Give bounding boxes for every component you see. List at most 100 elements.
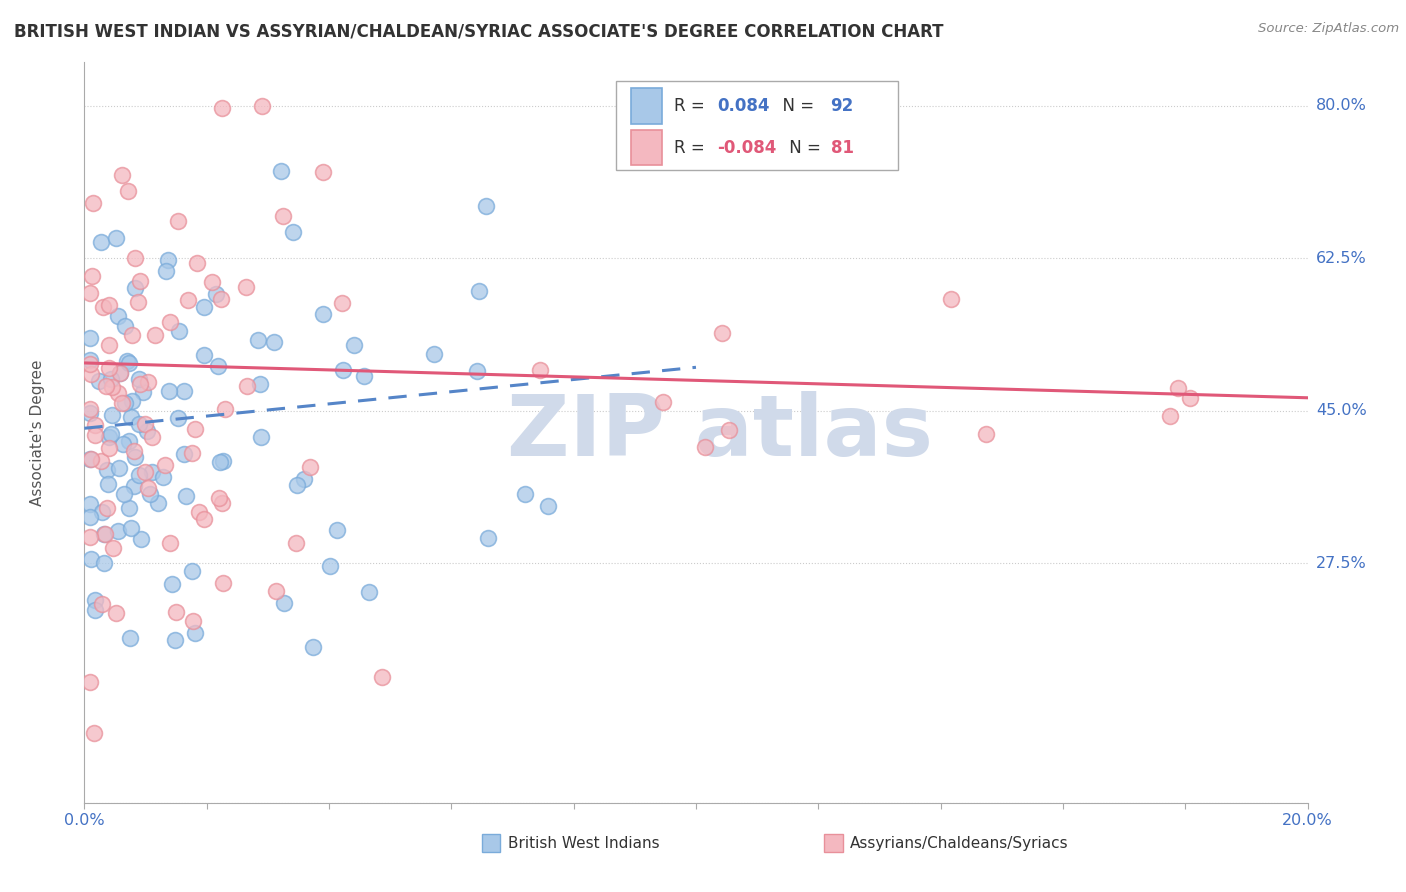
Point [184, 625, 207, 640]
Point [467, 285, 489, 299]
Point [155, 264, 177, 278]
Point [249, 376, 271, 391]
Point [211, 454, 233, 468]
Point [94, 527, 117, 541]
Point [97, 338, 120, 352]
Point [124, 280, 146, 294]
Point [281, 226, 304, 240]
Point [174, 489, 197, 503]
Point [94, 379, 117, 393]
Point [475, 199, 498, 213]
Point [201, 275, 224, 289]
Point [177, 293, 200, 307]
Point [117, 501, 139, 516]
Point [114, 396, 136, 410]
Point [515, 487, 537, 501]
Point [152, 470, 174, 484]
Point [96, 463, 118, 477]
Point [83, 726, 105, 740]
Point [108, 366, 131, 380]
Point [330, 295, 353, 310]
Point [214, 402, 236, 417]
Bar [631, 130, 662, 165]
Point [263, 334, 285, 349]
Point [110, 367, 132, 381]
Point [371, 670, 394, 684]
Point [128, 417, 150, 432]
Point [79, 497, 101, 511]
Point [1167, 381, 1189, 395]
Point [285, 477, 308, 491]
Point [180, 564, 202, 578]
Point [173, 447, 195, 461]
Point [294, 472, 316, 486]
Point [79, 674, 101, 689]
Point [536, 499, 558, 513]
Point [91, 505, 114, 519]
Point [974, 426, 997, 441]
Text: Source: ZipAtlas.com: Source: ZipAtlas.com [1258, 22, 1399, 36]
Point [120, 409, 142, 424]
Point [79, 530, 101, 544]
Point [84, 428, 107, 442]
Point [180, 446, 202, 460]
Point [148, 496, 170, 510]
Text: 62.5%: 62.5% [1316, 251, 1367, 266]
Text: 45.0%: 45.0% [1316, 403, 1367, 418]
Point [80, 268, 103, 283]
Point [157, 384, 180, 398]
Point [82, 196, 104, 211]
Point [124, 251, 146, 265]
Point [84, 417, 107, 432]
Point [247, 333, 270, 347]
Point [319, 558, 342, 573]
Point [98, 430, 121, 444]
Point [105, 606, 128, 620]
Text: N =: N = [785, 138, 827, 157]
Point [139, 487, 162, 501]
Point [114, 318, 136, 333]
Point [101, 379, 124, 393]
Point [105, 230, 128, 244]
Point [132, 384, 155, 399]
Point [90, 235, 112, 249]
Point [122, 444, 145, 458]
Point [207, 359, 229, 374]
Point [249, 430, 271, 444]
Bar [631, 88, 662, 124]
Point [252, 99, 274, 113]
Point [143, 328, 166, 343]
Point [211, 576, 233, 591]
Point [90, 454, 112, 468]
Point [141, 430, 163, 444]
Point [211, 101, 233, 115]
Point [93, 527, 115, 541]
Point [651, 395, 673, 409]
Point [718, 423, 741, 437]
Point [118, 631, 141, 645]
Point [107, 524, 129, 538]
Point [193, 512, 215, 526]
Point [165, 632, 187, 647]
Text: 92: 92 [831, 97, 853, 115]
Point [100, 372, 122, 386]
Point [342, 337, 364, 351]
Point [298, 459, 321, 474]
Point [107, 461, 129, 475]
Point [188, 505, 211, 519]
Text: 80.0%: 80.0% [1316, 98, 1367, 113]
Point [159, 535, 181, 549]
Point [136, 481, 159, 495]
Point [79, 357, 101, 371]
Point [167, 324, 190, 338]
Point [80, 451, 103, 466]
Point [165, 605, 187, 619]
Point [465, 364, 488, 378]
Point [120, 521, 142, 535]
Point [173, 384, 195, 398]
Point [91, 300, 114, 314]
Point [79, 406, 101, 420]
Point [98, 441, 121, 455]
Point [359, 585, 381, 599]
Point [79, 451, 101, 466]
